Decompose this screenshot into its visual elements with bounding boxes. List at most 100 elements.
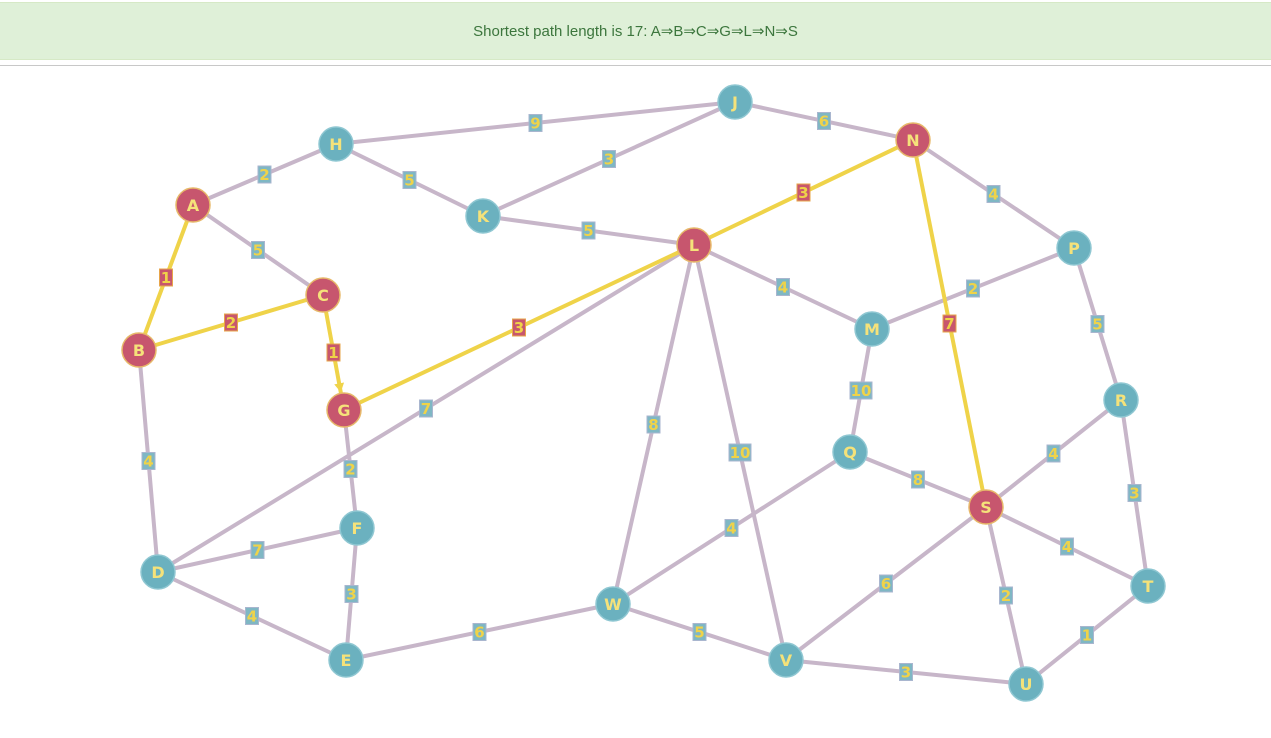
edge-label-box [1090, 315, 1105, 333]
edge-weight: 3 [346, 586, 356, 604]
edge-weight: 1 [161, 269, 171, 287]
node-circle [1130, 568, 1166, 604]
node-circle [968, 489, 1004, 525]
edge-label-box [251, 241, 265, 259]
edge-label-box [796, 183, 811, 202]
node-J[interactable]: J [717, 84, 753, 120]
node-W[interactable]: W [595, 586, 631, 622]
edge-C-G-arrowhead [334, 382, 345, 393]
edge-label-R-T: 3 [1127, 484, 1142, 503]
edge-label-F-E: 3 [344, 585, 359, 604]
edge-label-box [472, 623, 487, 641]
edge-label-L-M: 4 [776, 278, 790, 297]
edge-label-V-U: 3 [899, 663, 913, 682]
node-label: D [151, 563, 164, 582]
node-label: R [1115, 391, 1127, 410]
edge-label-G-F: 2 [343, 460, 358, 479]
edge-label-S-V: 6 [879, 574, 893, 593]
node-A[interactable]: A [175, 187, 211, 223]
edge-label-box [224, 313, 238, 332]
node-R[interactable]: R [1103, 382, 1139, 418]
edge-weight: 9 [530, 115, 540, 133]
edge-label-H-J: 9 [528, 114, 543, 133]
edge-weight: 7 [421, 400, 431, 418]
edge-label-box [942, 314, 957, 333]
edge-weight: 7 [944, 315, 954, 333]
edge-label-M-P: 2 [966, 279, 980, 298]
node-circle [1008, 666, 1044, 702]
edge-label-L-W: 8 [646, 415, 661, 434]
edge-label-box [602, 150, 616, 168]
edge-label-box [966, 279, 980, 298]
edge-weight: 5 [253, 242, 263, 260]
edge-weight: 3 [604, 151, 614, 169]
edge-label-box [728, 443, 752, 462]
node-circle [832, 434, 868, 470]
edge-label-W-V: 5 [692, 623, 707, 642]
node-circle [305, 277, 341, 313]
edge-label-G-L: 3 [512, 318, 526, 337]
edge-label-J-K: 3 [602, 150, 616, 169]
edge-label-box [1046, 444, 1061, 463]
node-H[interactable]: H [318, 126, 354, 162]
edge-label-M-Q: 10 [849, 381, 873, 400]
node-label: N [906, 131, 919, 150]
node-P[interactable]: P [1056, 230, 1092, 266]
node-label: M [864, 320, 880, 339]
edge-weight: 6 [474, 624, 484, 642]
node-label: G [337, 401, 350, 420]
node-T[interactable]: T [1130, 568, 1166, 604]
node-V[interactable]: V [768, 642, 804, 678]
node-C[interactable]: C [305, 277, 341, 313]
edge-label-L-V: 10 [728, 443, 752, 462]
node-L[interactable]: L [676, 227, 712, 263]
node-N[interactable]: N [895, 122, 931, 158]
node-circle [895, 122, 931, 158]
node-M[interactable]: M [854, 311, 890, 347]
node-circle [768, 642, 804, 678]
edge-weight: 3 [514, 319, 524, 337]
edge-weight: 5 [1092, 316, 1102, 334]
edge-label-A-B: 1 [159, 268, 173, 287]
node-label: V [780, 651, 793, 670]
node-F[interactable]: F [339, 510, 375, 546]
edge-weight: 7 [252, 542, 262, 560]
node-label: A [187, 196, 200, 215]
edge-weight: 3 [901, 664, 911, 682]
result-text: Shortest path length is 17: A⇒B⇒C⇒G⇒L⇒N⇒… [473, 23, 798, 40]
node-E[interactable]: E [328, 642, 364, 678]
edge-label-box [141, 452, 156, 470]
edge-label-box [986, 185, 1001, 203]
node-G[interactable]: G [326, 392, 362, 428]
node-K[interactable]: K [465, 198, 501, 234]
node-circle [854, 311, 890, 347]
edge-label-box [581, 221, 596, 240]
edge-weight: 1 [1082, 627, 1092, 645]
node-circle [121, 332, 157, 368]
edge-label-D-E: 4 [245, 607, 259, 626]
node-label: T [1143, 577, 1154, 596]
edge-label-D-F: 7 [250, 541, 265, 560]
node-Q[interactable]: Q [832, 434, 868, 470]
edge-label-box [879, 574, 893, 593]
edge-weight: 2 [345, 461, 355, 479]
node-circle [1056, 230, 1092, 266]
edge-weight: 2 [259, 166, 269, 184]
edge-label-box [512, 318, 526, 337]
nodes-layer: A B C D E F G H J K L M N P Q R S T U V W [121, 84, 1166, 702]
edge-label-A-C: 5 [251, 241, 265, 260]
node-S[interactable]: S [968, 489, 1004, 525]
edge-weight: 3 [1129, 485, 1139, 503]
edge-label-box [849, 381, 873, 400]
node-B[interactable]: B [121, 332, 157, 368]
node-D[interactable]: D [140, 554, 176, 590]
edge-label-B-C: 2 [224, 313, 238, 332]
edge-weight: 4 [247, 608, 257, 626]
node-U[interactable]: U [1008, 666, 1044, 702]
node-circle [339, 510, 375, 546]
edge-weight: 3 [798, 184, 808, 202]
edge-label-box [692, 623, 707, 641]
node-label: Q [843, 443, 857, 462]
node-label: E [341, 651, 352, 670]
